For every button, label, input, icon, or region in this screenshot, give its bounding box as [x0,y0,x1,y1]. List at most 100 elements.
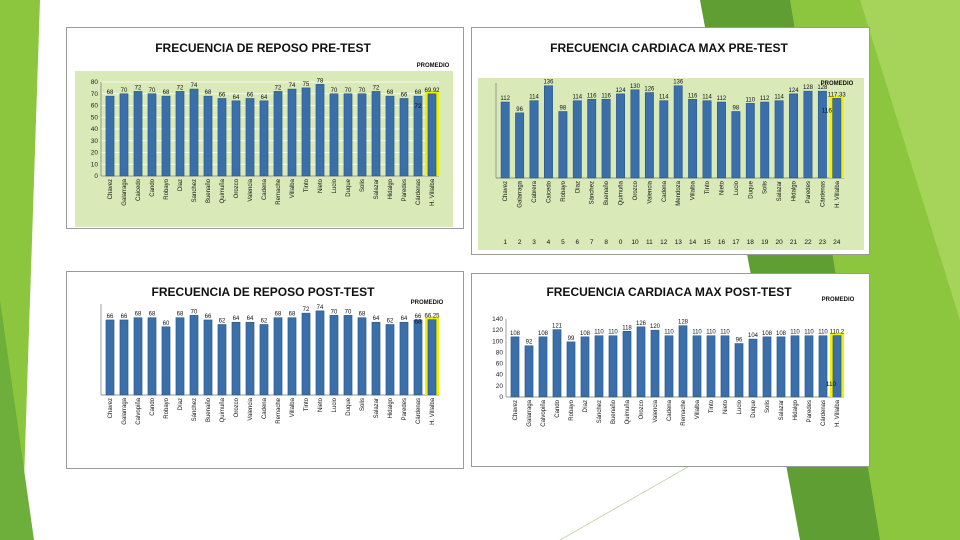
x-index-label: 0 [619,239,623,246]
bar [717,101,726,179]
x-tick-label: Solis [765,400,771,413]
bar-value-label: 70 [331,309,338,315]
x-tick-label: Solis [360,179,366,192]
x-tick-label: Valencia [248,397,254,420]
x-index-label: 19 [761,239,769,246]
y-tick-label: 20 [496,383,504,390]
legend-label: PROMEDIO [417,63,450,69]
bar-value-label: 114 [573,95,583,101]
bar-value-label: 108 [538,331,549,337]
bar [161,326,171,396]
bar [259,100,269,177]
bar [650,329,660,398]
bar [734,343,744,398]
bar-value-label: 124 [616,88,627,94]
y-tick-label: 40 [496,372,504,379]
bar [552,329,562,398]
bar-value-label: 66 [107,314,114,320]
x-tick-label: Salazar [779,400,785,420]
x-tick-label: Cadena [262,397,268,419]
bar [119,93,129,177]
bar [175,91,185,177]
x-index-label: 8 [604,239,608,246]
x-tick-label: Hidalgo [388,178,394,199]
bar-value-label: 126 [644,87,655,93]
y-tick-label: 10 [91,161,99,168]
x-index-label: 17 [732,239,740,246]
bar [147,317,157,396]
bar [644,92,654,179]
bar-value-label: 110 [594,330,604,336]
bar [273,91,283,177]
bar-value-label: 64 [233,316,240,322]
bar [622,331,632,398]
bar [413,95,423,177]
bar-value-label: 70 [359,88,366,94]
x-tick-label: Hidalgo [388,397,394,418]
x-tick-label: Salazar [374,398,380,418]
bar-value-label: 114 [659,95,669,101]
bar-value-label: 74 [289,83,296,89]
x-tick-label: Robayo [164,397,170,418]
y-tick-label: 0 [499,394,503,401]
x-index-label: 24 [833,239,841,246]
bar [776,336,786,398]
x-tick-label: Remache [276,397,282,423]
bar [664,335,674,398]
x-tick-label: Buenaño [611,399,617,424]
bar [587,99,597,179]
bar-value-label: 99 [568,336,575,342]
x-index-label: 13 [675,239,683,246]
bar [692,335,702,398]
bar-value-label: 64 [401,316,408,322]
x-tick-label: Villalba [691,180,697,200]
bar-promedio [427,319,437,396]
bar-value-label: 62 [261,318,268,324]
x-tick-label: Valencia [248,178,254,201]
bar-value-label: 68 [149,312,156,318]
bar [301,87,311,177]
bar [259,324,269,396]
bar-value-label: 110 [706,330,716,336]
bar-value-label: 110.2 [830,330,845,336]
bar [538,336,548,398]
bar [702,100,712,179]
x-tick-label: Díaz [178,398,184,410]
bar [399,98,409,177]
bar [287,88,297,177]
x-tick-label: Lucio [737,399,743,414]
x-tick-label: Calvopiña [541,399,547,426]
x-index-label: 16 [718,239,726,246]
bar-value-label: 68 [107,90,114,96]
bar-value-label: 74 [317,305,324,311]
bar-value-label: 136 [543,80,554,86]
bar-value-label: 98 [560,106,567,112]
chart-cardiaca-post: FRECUENCIA CARDIACA MAX POST-TEST PROMEDI… [492,285,855,427]
bar [515,112,525,179]
y-tick-label: 140 [492,316,503,323]
bar-value-label: 112 [760,96,770,102]
legend-label: PROMEDIO [821,81,854,87]
x-tick-label: Remache [276,178,282,204]
x-tick-label: Calvopiña [136,397,142,424]
bar-value-label: 60 [163,321,170,327]
bar-value-label: 70 [191,309,198,315]
bar [594,335,604,398]
y-tick-label: 70 [91,91,99,98]
bar [558,111,568,179]
x-tick-label: Quimuña [220,178,226,203]
bar-value-label: 68 [163,90,170,96]
bar-value-label: 68 [387,90,394,96]
bar-value-label: 126 [636,321,647,327]
x-tick-label: Tinto [304,397,310,411]
chart-cardiaca-pre: FRECUENCIA CARDIACA MAX PRE-TEST PROMEDIO… [478,41,864,250]
x-tick-label: Robayo [561,180,567,201]
x-tick-label: Cando [150,178,156,196]
bar [385,324,395,396]
bar-value-label: 66.25 [424,314,440,320]
bar-value-label: 114 [702,95,712,101]
x-tick-label: Orozco [234,397,240,417]
bar [760,101,770,179]
x-tick-label: Cabrera [532,180,538,202]
bar-value-label: 116 [601,93,611,99]
